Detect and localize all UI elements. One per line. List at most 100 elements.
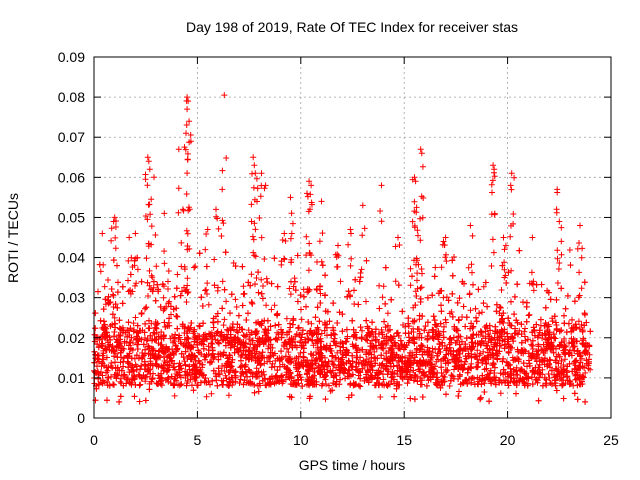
data-point [473,318,480,325]
data-point [219,381,226,388]
data-point [534,379,541,386]
data-point [450,351,457,358]
data-point [439,339,446,346]
data-point [541,322,548,329]
data-point [135,338,142,345]
data-point [378,329,385,336]
data-point [264,317,271,324]
data-point [366,325,373,332]
data-point [128,380,135,386]
data-point [249,373,256,380]
data-point [462,323,469,330]
data-point [221,368,228,374]
data-point [178,350,185,357]
data-point [196,323,203,330]
data-point [474,347,481,354]
data-point [160,332,167,339]
data-point [92,369,99,376]
data-point [437,349,444,355]
data-point [330,300,337,307]
data-point [490,352,497,359]
data-point [340,369,347,376]
data-point [298,316,305,323]
data-point [432,264,439,271]
data-point [528,341,535,348]
data-point [146,386,153,393]
data-point [117,359,124,366]
data-point [359,327,365,334]
data-point [247,380,254,387]
data-point [161,319,168,326]
data-point [410,335,417,341]
data-point [183,330,190,337]
data-point [137,366,144,373]
data-point [446,344,453,351]
data-point [329,361,336,367]
data-point [462,341,469,348]
data-point [414,326,421,333]
data-point [551,334,557,341]
data-point [384,382,391,389]
data-point [492,381,499,388]
data-point [329,352,336,359]
data-point [199,340,205,347]
data-point [551,313,558,320]
data-point [134,322,141,329]
data-point [513,330,519,336]
data-point [330,380,337,387]
data-point [420,360,427,367]
data-point [182,348,189,355]
data-point [229,356,236,363]
data-point [463,335,470,342]
data-point [303,303,309,310]
data-point [496,304,503,310]
data-point [491,370,498,376]
data-point [382,264,389,271]
data-point [391,393,398,400]
data-point [271,255,278,262]
data-point [460,365,467,372]
data-point [455,376,462,382]
data-point [115,279,121,286]
data-point [349,358,356,365]
data-point [471,381,478,388]
data-point [484,303,491,310]
data-point [411,357,418,364]
data-point [284,366,291,373]
data-point [407,395,414,402]
data-point [247,282,254,289]
data-point [526,311,533,318]
data-point [243,317,250,323]
data-point [308,320,315,327]
data-point [99,325,106,331]
data-point [376,380,383,387]
data-point [397,337,404,344]
data-point [409,273,415,280]
data-point [522,348,529,355]
data-point [502,336,508,343]
data-point [191,338,198,345]
data-point [161,305,168,312]
data-point [494,355,501,362]
data-point [145,293,151,299]
data-point [231,372,238,379]
data-point [215,356,222,363]
data-point [209,344,216,351]
data-point [233,327,240,334]
data-point [381,318,388,325]
data-point [482,335,489,342]
data-point [483,361,490,367]
data-point [215,339,221,346]
data-point [345,394,352,401]
data-point [544,358,551,365]
data-point [344,347,350,354]
data-point [228,363,235,370]
data-point [240,347,247,354]
data-point [337,347,344,354]
data-point [556,375,563,382]
data-point [424,333,431,340]
data-point [198,294,205,301]
data-point [140,341,147,348]
data-point [423,382,430,389]
data-point [126,339,133,346]
